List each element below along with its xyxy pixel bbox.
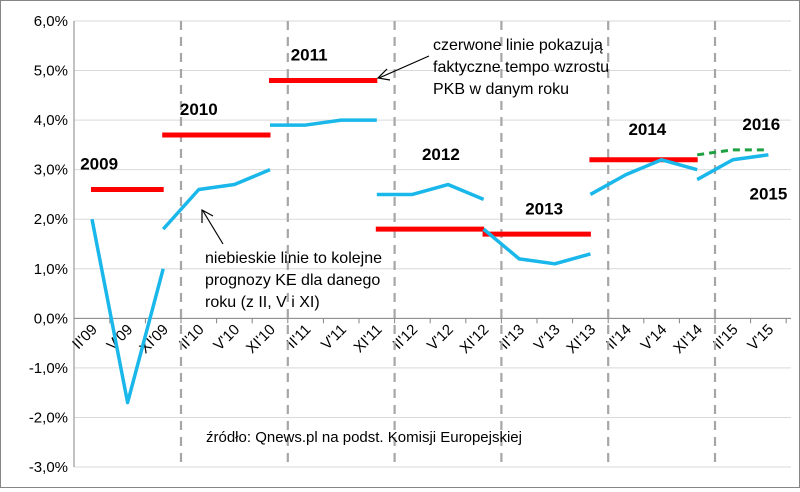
x-tick-label: XI'12 [457, 321, 493, 357]
blue-lines-note-line2: prognozy KE dla danego [205, 272, 380, 289]
year-label-2016: 2016 [742, 115, 780, 134]
y-tick-label: 2,0% [34, 211, 68, 228]
red-lines-note-line2: faktyczne tempo wzrostu [433, 59, 609, 76]
x-tick-label: V'12 [424, 321, 457, 354]
forecast-line-2010 [161, 168, 271, 231]
blue-note-arrow [202, 210, 224, 245]
x-tick-label: V'11 [318, 321, 350, 353]
x-tick-label: V'10 [210, 321, 243, 354]
year-label-2015: 2015 [749, 184, 787, 203]
year-label-2012: 2012 [422, 145, 460, 164]
y-tick-label: 6,0% [34, 13, 68, 30]
y-tick-label: 4,0% [34, 112, 68, 129]
forecast-line-2015 [696, 153, 769, 182]
year-label-2013: 2013 [525, 199, 563, 218]
red-lines-note-line3: PKB w danym roku [433, 81, 569, 98]
blue-lines-note-line3: roku (z II, V i XI) [205, 294, 320, 311]
x-tick-label: V'13 [531, 321, 564, 354]
blue-lines-note-line1: niebieskie linie to kolejne [205, 250, 382, 267]
forecast-line-2013 [482, 227, 591, 266]
forecast-line-2011 [270, 118, 377, 127]
source-note: źródło: Qnews.pl na podst. Komisji Europ… [206, 429, 522, 446]
y-tick-label: 5,0% [34, 63, 68, 80]
projection-line-2016 [696, 148, 769, 157]
forecast-line-2009 [90, 218, 165, 405]
y-tick-label: -3,0% [29, 459, 68, 476]
x-tick-label: XI'13 [563, 321, 599, 357]
x-tick-label: XI'11 [351, 321, 386, 356]
y-tick-label: 0,0% [34, 310, 68, 327]
year-label-2010: 2010 [180, 100, 218, 119]
year-label-2009: 2009 [80, 155, 118, 174]
y-tick-label: 3,0% [34, 162, 68, 179]
x-tick-label: XI'10 [243, 321, 279, 357]
red-note-arrow-head [376, 68, 391, 81]
blue-note-arrow-head [201, 208, 214, 223]
y-tick-label: -2,0% [29, 409, 68, 426]
year-label-2011: 2011 [291, 46, 328, 65]
y-tick-label: -1,0% [29, 360, 68, 377]
forecast-line-2012 [376, 182, 485, 202]
year-label-2014: 2014 [628, 120, 666, 139]
x-tick-label: V'15 [744, 321, 777, 354]
red-lines-note-line1: czerwone linie pokazują [433, 37, 603, 54]
x-tick-label: V'14 [638, 321, 671, 354]
x-tick-label: XI'14 [670, 321, 706, 357]
y-tick-label: 1,0% [34, 261, 68, 278]
x-tick-label: V'09 [104, 321, 137, 354]
red-note-arrow [378, 55, 430, 79]
forecast-line-2014 [589, 158, 698, 196]
